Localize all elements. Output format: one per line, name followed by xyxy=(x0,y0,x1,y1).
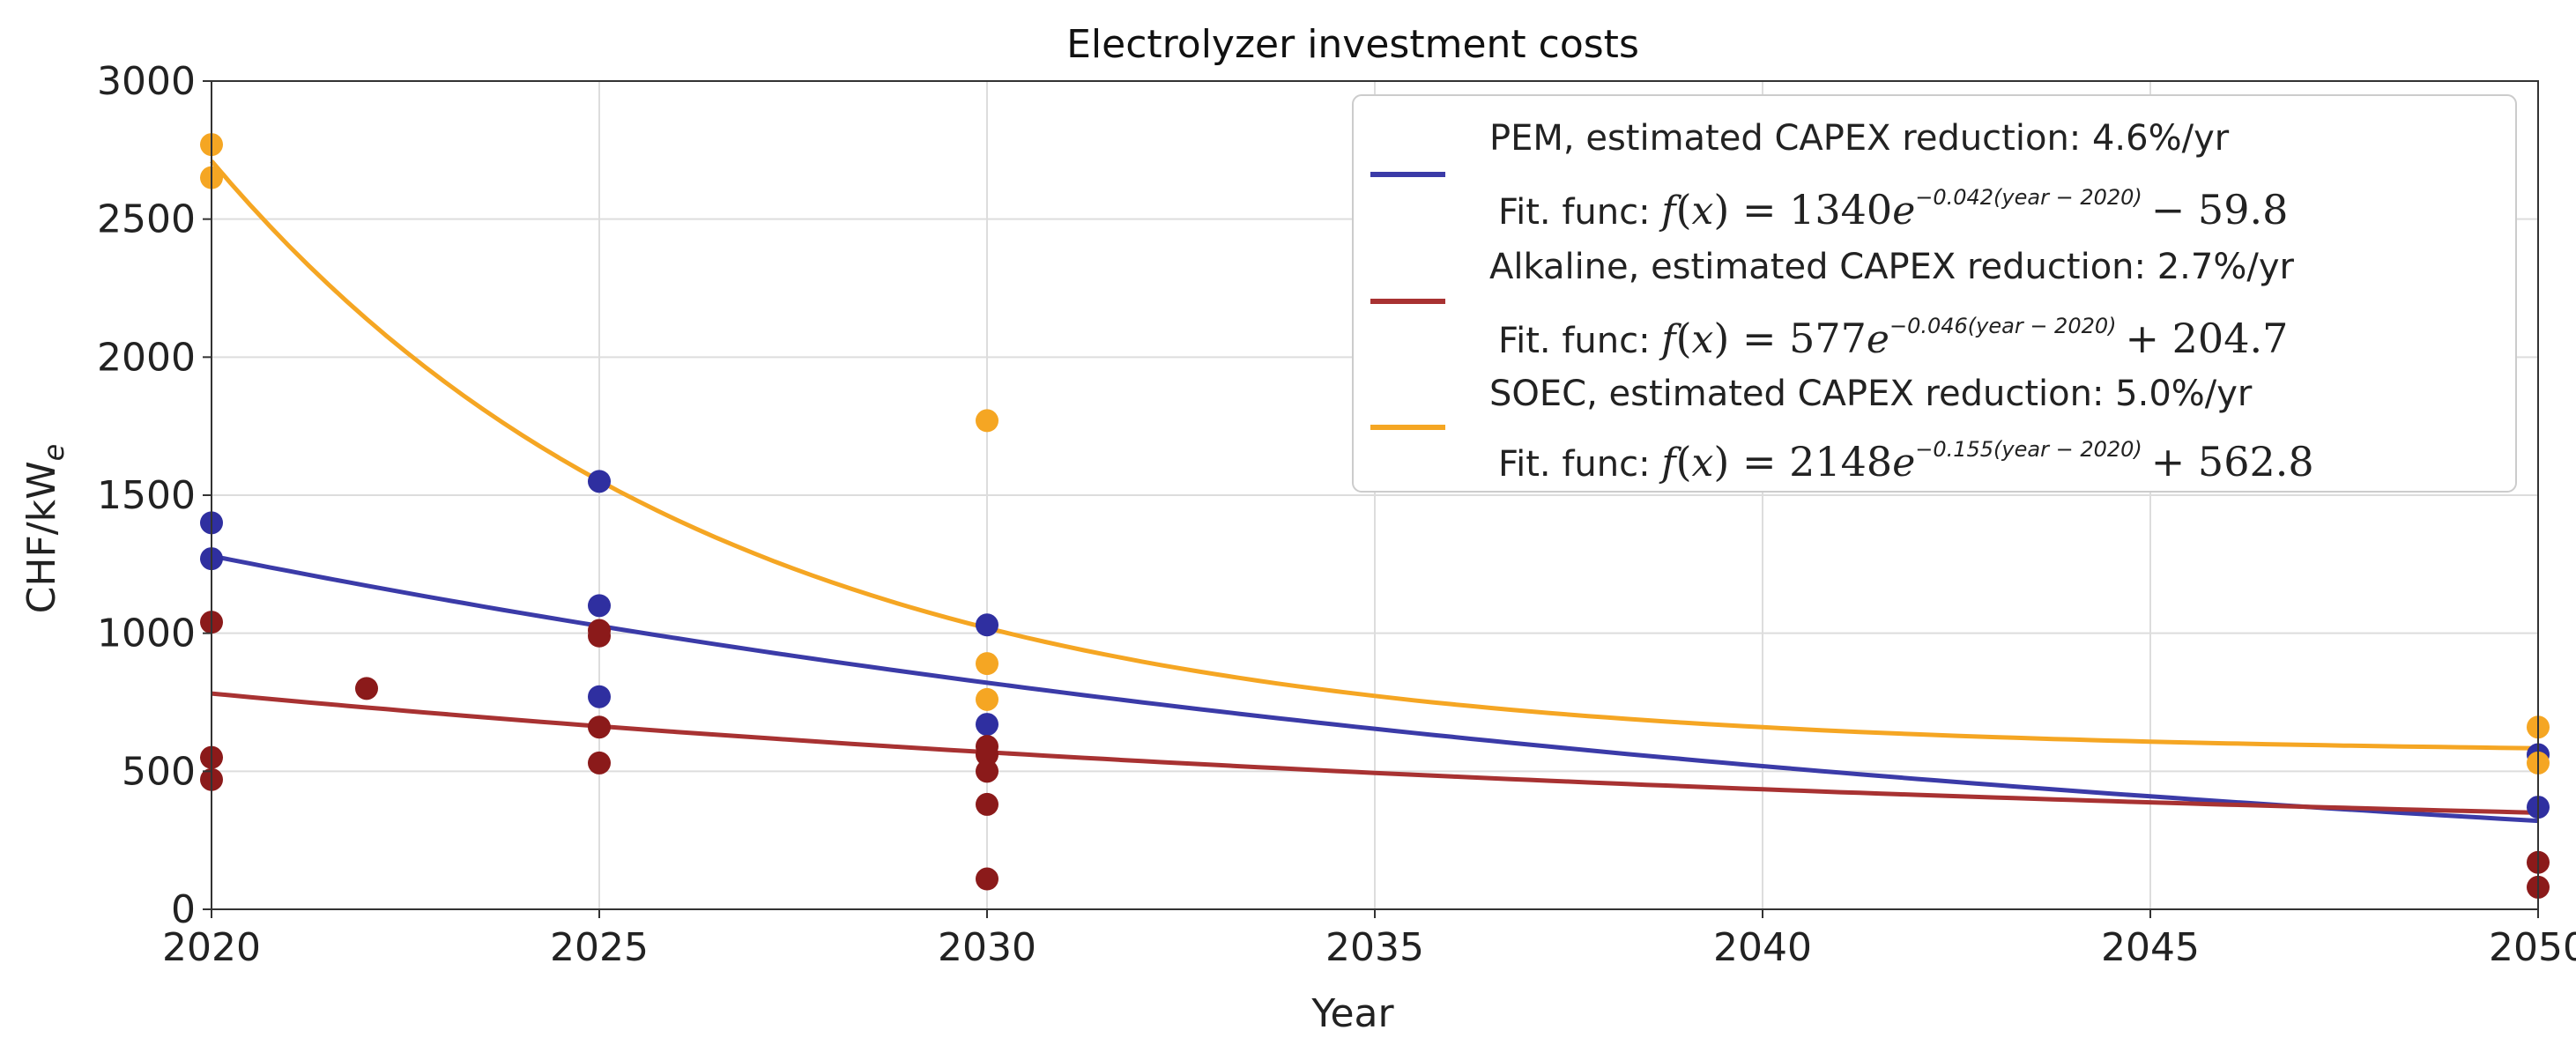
x-axis-title: Year xyxy=(1310,991,1394,1036)
legend-label-alkaline: Alkaline, estimated CAPEX reduction: 2.7… xyxy=(1489,247,2294,287)
y-tick-label: 2000 xyxy=(97,335,196,380)
x-tick-label: 2045 xyxy=(2101,925,2200,970)
data-point-alkaline xyxy=(588,715,611,739)
data-point-pem xyxy=(588,685,611,708)
legend-label-soec: SOEC, estimated CAPEX reduction: 5.0%/yr xyxy=(1489,374,2253,414)
legend-fit-prefix: Fit. func: xyxy=(1498,321,1661,361)
legend-fit-offset: − 59.8 xyxy=(2151,186,2289,233)
data-point-pem xyxy=(976,613,998,637)
legend-fit-offset: + 562.8 xyxy=(2151,438,2314,485)
data-point-alkaline xyxy=(588,624,611,648)
legend-fit-prefix: Fit. func: xyxy=(1498,192,1661,233)
data-point-alkaline xyxy=(355,677,378,700)
ticks: 2020 2025 2030 2035 2040 2045 2050 0 500 1000 1500… xyxy=(97,59,2576,970)
x-tick-label: 2040 xyxy=(1713,925,1812,970)
y-tick-label: 0 xyxy=(171,887,196,932)
y-axis-title-base: CHF/kW xyxy=(19,461,64,613)
y-tick-label: 500 xyxy=(122,749,196,794)
legend-fit-exponent: −0.046(year − 2020) xyxy=(1889,314,2117,338)
legend-fit-coefficient: 1340 xyxy=(1789,186,1892,233)
data-point-soec xyxy=(976,409,998,433)
legend-fit-soec: Fit. func: f(x) = 2148e−0.155(year − 202… xyxy=(1498,437,2314,485)
legend-frame xyxy=(1352,94,2517,493)
y-axis-title-sub: e xyxy=(37,444,71,462)
legend-fit-exponent: −0.042(year − 2020) xyxy=(1915,185,2142,210)
y-tick-label: 1500 xyxy=(97,473,196,518)
data-point-alkaline xyxy=(588,751,611,774)
x-tick-label: 2025 xyxy=(550,925,649,970)
data-point-pem xyxy=(976,713,998,737)
legend-fit-pem: Fit. func: f(x) = 1340e−0.042(year − 202… xyxy=(1498,185,2288,233)
y-axis-title: CHF/kWe xyxy=(19,444,71,614)
data-point-pem xyxy=(588,594,611,618)
legend-fit-coefficient: 2148 xyxy=(1789,438,1892,485)
data-point-pem xyxy=(588,470,611,493)
x-tick-label: 2035 xyxy=(1325,925,1424,970)
legend-fit-coefficient: 577 xyxy=(1789,315,1867,362)
data-point-alkaline xyxy=(976,743,998,767)
legend: PEM, estimated CAPEX reduction: 4.6%/yr … xyxy=(1352,94,2517,493)
data-point-soec xyxy=(976,687,998,711)
data-point-soec xyxy=(976,652,998,676)
legend-fit-alkaline: Fit. func: f(x) = 577e−0.046(year − 2020… xyxy=(1498,314,2288,362)
y-tick-label: 3000 xyxy=(97,59,196,104)
x-tick-label: 2050 xyxy=(2489,925,2576,970)
legend-label-pem: PEM, estimated CAPEX reduction: 4.6%/yr xyxy=(1489,118,2230,159)
y-tick-label: 1000 xyxy=(97,611,196,656)
data-point-alkaline xyxy=(976,760,998,783)
data-point-alkaline xyxy=(976,792,998,816)
data-point-alkaline xyxy=(976,867,998,891)
x-tick-label: 2020 xyxy=(162,925,261,970)
legend-fit-exponent: −0.155(year − 2020) xyxy=(1915,437,2142,462)
y-tick-label: 2500 xyxy=(97,197,196,242)
x-tick-label: 2030 xyxy=(938,925,1036,970)
chart-title: Electrolyzer investment costs xyxy=(1066,22,1639,67)
svg-text:CHF/kWe: CHF/kWe xyxy=(19,444,71,614)
legend-fit-offset: + 204.7 xyxy=(2126,315,2289,362)
legend-fit-prefix: Fit. func: xyxy=(1498,444,1661,485)
